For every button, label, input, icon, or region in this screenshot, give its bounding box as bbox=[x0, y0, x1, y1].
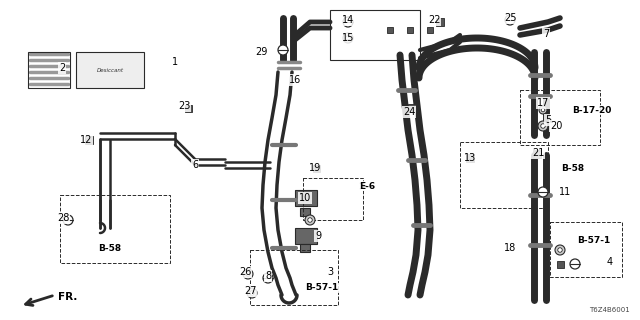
Circle shape bbox=[246, 272, 250, 276]
Text: 22: 22 bbox=[428, 15, 440, 25]
Circle shape bbox=[243, 269, 253, 279]
Bar bbox=[557, 260, 563, 268]
Bar bbox=[436, 18, 444, 26]
Bar bbox=[60, 195, 170, 263]
Bar bbox=[300, 208, 310, 216]
Text: B-17-20: B-17-20 bbox=[572, 106, 612, 115]
Circle shape bbox=[63, 215, 73, 225]
Text: FR.: FR. bbox=[58, 292, 77, 302]
Text: B-58: B-58 bbox=[561, 164, 584, 172]
Circle shape bbox=[247, 288, 257, 298]
Text: 16: 16 bbox=[289, 75, 301, 85]
Text: 15: 15 bbox=[342, 33, 354, 43]
Bar bbox=[184, 105, 191, 111]
Text: B-58: B-58 bbox=[99, 244, 122, 252]
Circle shape bbox=[305, 215, 315, 225]
Text: 18: 18 bbox=[504, 243, 516, 253]
Bar bbox=[312, 164, 319, 172]
Text: 24: 24 bbox=[403, 107, 415, 117]
Circle shape bbox=[541, 108, 545, 112]
Bar bbox=[466, 154, 474, 162]
Bar bbox=[303, 178, 363, 220]
Bar bbox=[387, 27, 393, 33]
Bar bbox=[460, 142, 548, 208]
Text: 21: 21 bbox=[532, 148, 544, 158]
Bar bbox=[76, 52, 144, 88]
Bar bbox=[330, 10, 420, 60]
Text: 3: 3 bbox=[327, 267, 333, 277]
Bar bbox=[534, 150, 541, 157]
Text: 14: 14 bbox=[342, 15, 354, 25]
Text: 2: 2 bbox=[59, 63, 65, 73]
Text: T6Z4B6001: T6Z4B6001 bbox=[589, 307, 630, 313]
Bar bbox=[295, 228, 317, 244]
Circle shape bbox=[505, 15, 515, 25]
Circle shape bbox=[539, 106, 547, 114]
Circle shape bbox=[541, 124, 545, 128]
Text: 9: 9 bbox=[315, 231, 321, 241]
Text: 29: 29 bbox=[255, 47, 267, 57]
Text: 27: 27 bbox=[244, 286, 256, 296]
Bar bbox=[533, 150, 541, 158]
Circle shape bbox=[308, 218, 312, 222]
Circle shape bbox=[346, 36, 350, 40]
Bar bbox=[408, 104, 416, 112]
Bar bbox=[550, 222, 622, 277]
Bar bbox=[85, 136, 93, 144]
Bar bbox=[427, 27, 433, 33]
Text: 17: 17 bbox=[537, 98, 549, 108]
Bar bbox=[28, 52, 70, 88]
Circle shape bbox=[538, 187, 548, 197]
Text: 5: 5 bbox=[545, 115, 551, 125]
Text: 20: 20 bbox=[550, 121, 562, 131]
Circle shape bbox=[263, 273, 273, 283]
Text: 4: 4 bbox=[607, 257, 613, 267]
Text: 12: 12 bbox=[80, 135, 92, 145]
Circle shape bbox=[343, 17, 353, 27]
Circle shape bbox=[555, 245, 565, 255]
Text: 10: 10 bbox=[299, 193, 311, 203]
Text: 13: 13 bbox=[464, 153, 476, 163]
Bar bbox=[520, 90, 600, 145]
Bar bbox=[300, 244, 310, 252]
Text: 6: 6 bbox=[192, 160, 198, 170]
Text: B-57-1: B-57-1 bbox=[305, 284, 339, 292]
Circle shape bbox=[570, 259, 580, 269]
Text: 23: 23 bbox=[178, 101, 190, 111]
Text: 8: 8 bbox=[265, 271, 271, 281]
Bar bbox=[250, 250, 338, 305]
Text: 28: 28 bbox=[57, 213, 69, 223]
Text: 26: 26 bbox=[239, 267, 251, 277]
Bar bbox=[295, 190, 317, 206]
Text: 1: 1 bbox=[172, 57, 178, 67]
Circle shape bbox=[278, 45, 288, 55]
Bar bbox=[407, 27, 413, 33]
Circle shape bbox=[343, 33, 353, 43]
Text: E-6: E-6 bbox=[359, 181, 375, 190]
Text: 7: 7 bbox=[543, 29, 549, 39]
Text: Desiccant: Desiccant bbox=[97, 68, 124, 73]
Text: B-57-1: B-57-1 bbox=[577, 236, 611, 244]
Circle shape bbox=[557, 248, 563, 252]
Text: 11: 11 bbox=[559, 187, 571, 197]
Circle shape bbox=[538, 121, 548, 131]
Text: 19: 19 bbox=[309, 163, 321, 173]
Circle shape bbox=[250, 291, 254, 295]
Text: 25: 25 bbox=[504, 13, 516, 23]
